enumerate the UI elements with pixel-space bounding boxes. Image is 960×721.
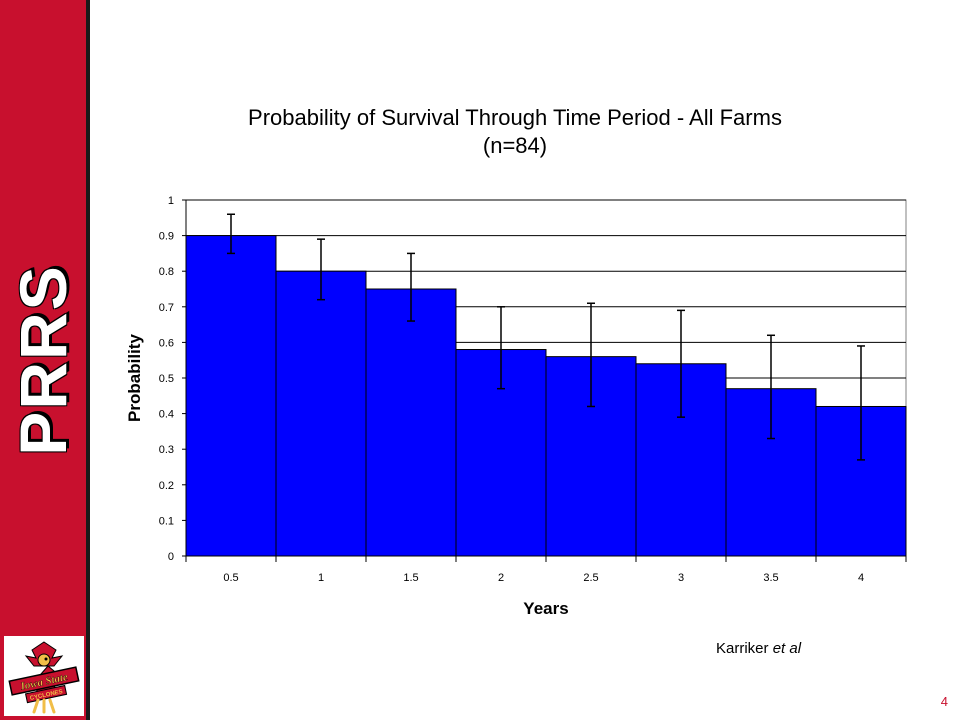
x-tick-label: 0.5 xyxy=(223,572,238,584)
y-tick-label: 0 xyxy=(168,551,174,563)
credit-author: Karriker xyxy=(716,640,769,657)
page-number: 4 xyxy=(940,694,948,709)
chart-title-line2: (n=84) xyxy=(482,133,548,158)
x-axis-label: Years xyxy=(523,599,568,618)
chart-title-line1: Probability of Survival Through Time Per… xyxy=(248,105,782,130)
x-tick-label: 1 xyxy=(318,572,324,584)
y-tick-label: 0.6 xyxy=(159,337,174,349)
chart-title: Probability of Survival Through Time Per… xyxy=(190,104,840,160)
x-tick-label: 4 xyxy=(858,572,864,584)
x-tick-label: 1.5 xyxy=(403,572,418,584)
y-tick-label: 0.1 xyxy=(159,515,174,527)
y-tick-label: 0.7 xyxy=(159,302,174,314)
bar xyxy=(275,270,367,557)
y-tick-label: 0.2 xyxy=(159,480,174,492)
x-tick-label: 3 xyxy=(678,572,684,584)
iowa-state-logo: Iowa State CYCLONES xyxy=(4,636,84,716)
y-tick-label: 0.8 xyxy=(159,266,174,278)
credit-suffix: et al xyxy=(772,640,802,657)
y-tick-label: 0.9 xyxy=(159,231,174,243)
bar xyxy=(365,288,457,557)
x-tick-label: 3.5 xyxy=(763,572,778,584)
x-tick-label: 2.5 xyxy=(583,572,598,584)
y-tick-label: 0.5 xyxy=(159,373,174,385)
bar xyxy=(185,235,277,557)
y-tick-label: 0.3 xyxy=(159,444,174,456)
sidebar-divider xyxy=(86,0,90,720)
y-tick-label: 0.4 xyxy=(159,409,174,421)
sidebar-band: PRRS Iowa State CYCLONES xyxy=(0,0,86,720)
y-axis-label: Probability xyxy=(125,334,144,422)
x-tick-label: 2 xyxy=(498,572,504,584)
y-tick-label: 1 xyxy=(168,195,174,207)
credit-text: Karriker et al xyxy=(716,640,801,657)
